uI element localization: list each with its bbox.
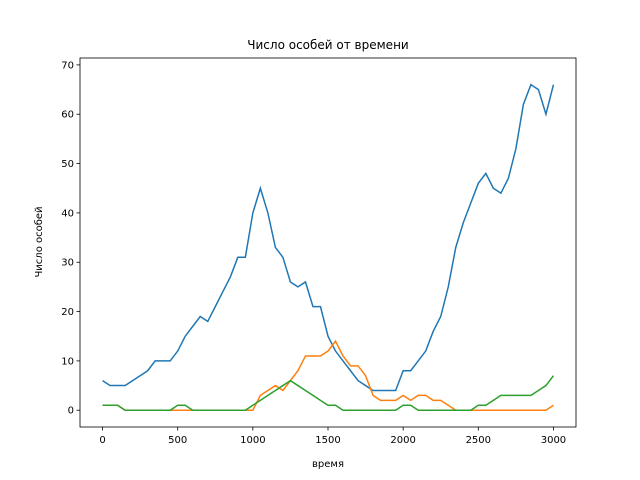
x-tick-label: 500 (168, 435, 187, 446)
x-tick-label: 1500 (315, 435, 340, 446)
y-tick-label: 30 (61, 258, 74, 269)
data-line (102, 339, 554, 411)
plot-frame (79, 57, 577, 428)
x-tick-label: 2500 (466, 435, 491, 446)
y-tick-label: 20 (61, 307, 74, 318)
y-axis-label: Число особей (34, 206, 45, 277)
x-tick-label: 0 (99, 435, 105, 446)
chart-title: Число особей от времени (247, 38, 408, 52)
x-tick-label: 1000 (240, 435, 265, 446)
y-tick-label: 70 (61, 60, 74, 71)
x-axis-label: время (312, 459, 344, 470)
x-tick-label: 2000 (390, 435, 415, 446)
data-line (102, 375, 555, 411)
y-tick-label: 0 (68, 406, 74, 417)
y-tick-label: 40 (61, 208, 74, 219)
y-tick-label: 50 (61, 159, 74, 170)
y-tick-label: 10 (61, 356, 74, 367)
data-line (102, 83, 555, 392)
x-tick-label: 3000 (541, 435, 566, 446)
y-tick-label: 60 (61, 110, 74, 121)
